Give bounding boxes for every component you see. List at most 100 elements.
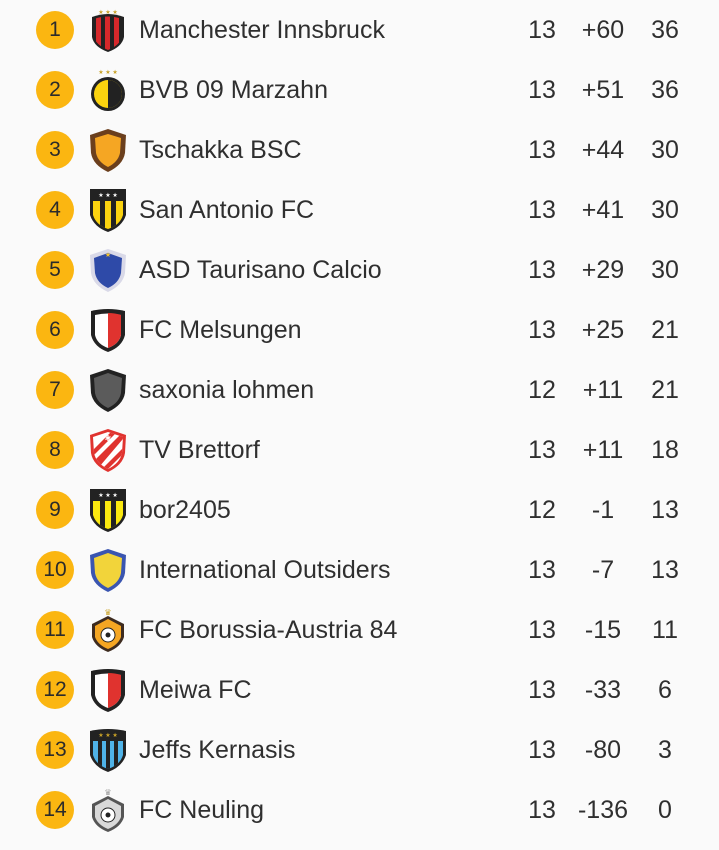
team-name[interactable]: BVB 09 Marzahn [139, 75, 328, 104]
crest-grey-ball-icon: ♛ [88, 787, 128, 833]
standings-row[interactable]: 12 Meiwa FC 13 -33 6 [0, 660, 719, 720]
crest-yellow-black-circle-icon: ★ ★ ★ [88, 67, 128, 113]
goal-difference: +51 [581, 75, 625, 104]
points: 36 [651, 75, 679, 104]
team-name[interactable]: Tschakka BSC [139, 135, 302, 164]
team-name[interactable]: Jeffs Kernasis [139, 735, 296, 764]
points: 36 [651, 15, 679, 44]
goal-difference: -136 [577, 795, 629, 824]
team-name[interactable]: saxonia lohmen [139, 375, 315, 404]
crest-yellow-black-stripes-icon: ★ ★ ★ [88, 487, 128, 533]
goal-difference: -15 [584, 615, 622, 644]
standings-row[interactable]: 7 saxonia lohmen 12 +11 21 [0, 360, 719, 420]
standings-row[interactable]: 4 ★ ★ ★ San Antonio FC 13 +41 30 [0, 180, 719, 240]
crest-red-black-stripes-icon: ★ ★ ★ [88, 7, 128, 53]
goal-difference: -80 [584, 735, 622, 764]
goal-difference: +29 [581, 255, 625, 284]
team-name[interactable]: Manchester Innsbruck [139, 15, 385, 44]
goal-difference: +11 [582, 375, 624, 404]
games-played: 13 [528, 555, 556, 584]
goal-difference: -7 [591, 555, 615, 584]
crest-blue-yellow-shield-icon [88, 547, 128, 593]
team-name[interactable]: San Antonio FC [139, 195, 315, 224]
rank-badge: 11 [36, 611, 74, 649]
svg-text:✱: ✱ [105, 434, 112, 443]
points: 30 [651, 255, 679, 284]
games-played: 13 [528, 15, 556, 44]
goal-difference: -1 [591, 495, 615, 524]
points: 11 [652, 615, 678, 644]
rank-badge: 5 [36, 251, 74, 289]
standings-row[interactable]: 11 ♛ FC Borussia-Austria 84 13 -15 11 [0, 600, 719, 660]
standings-row[interactable]: 9 ★ ★ ★ bor2405 12 -1 13 [0, 480, 719, 540]
team-name[interactable]: International Outsiders [139, 555, 391, 584]
games-played: 13 [528, 315, 556, 344]
team-name[interactable]: FC Neuling [139, 795, 265, 824]
crest-red-white-shield-icon [88, 667, 128, 713]
team-name[interactable]: TV Brettorf [139, 435, 260, 464]
team-name[interactable]: bor2405 [139, 495, 231, 524]
team-name[interactable]: ASD Taurisano Calcio [139, 255, 382, 284]
svg-text:★ ★ ★: ★ ★ ★ [98, 9, 117, 16]
games-played: 13 [528, 675, 556, 704]
standings-row[interactable]: 14 ♛ FC Neuling 13 -136 0 [0, 780, 719, 840]
crest-red-white-shield-icon [88, 307, 128, 353]
rank-badge: 7 [36, 371, 74, 409]
goal-difference: +11 [582, 435, 624, 464]
rank-badge: 6 [36, 311, 74, 349]
goal-difference: -33 [584, 675, 622, 704]
svg-text:♛: ♛ [104, 788, 111, 797]
games-played: 13 [528, 615, 556, 644]
team-name[interactable]: FC Borussia-Austria 84 [139, 615, 398, 644]
points: 3 [658, 735, 672, 764]
crest-blue-shield-icon: ★ [88, 247, 128, 293]
points: 0 [658, 795, 672, 824]
games-played: 13 [528, 255, 556, 284]
points: 21 [651, 375, 679, 404]
svg-text:★ ★ ★: ★ ★ ★ [98, 492, 117, 499]
standings-row[interactable]: 8 ✱ TV Brettorf 13 +11 18 [0, 420, 719, 480]
points: 30 [651, 195, 679, 224]
svg-text:★ ★ ★: ★ ★ ★ [98, 192, 117, 199]
rank-badge: 3 [36, 131, 74, 169]
team-name[interactable]: Meiwa FC [139, 675, 252, 704]
points: 18 [651, 435, 679, 464]
crest-brown-orange-shield-icon [88, 127, 128, 173]
svg-text:★: ★ [105, 251, 111, 259]
games-played: 12 [528, 495, 556, 524]
rank-badge: 9 [36, 491, 74, 529]
standings-row[interactable]: 10 International Outsiders 13 -7 13 [0, 540, 719, 600]
rank-badge: 14 [36, 791, 74, 829]
crest-yellow-black-stripes-icon: ★ ★ ★ [88, 187, 128, 233]
standings-row[interactable]: 6 FC Melsungen 13 +25 21 [0, 300, 719, 360]
standings-row[interactable]: 1 ★ ★ ★ Manchester Innsbruck 13 +60 36 [0, 0, 719, 60]
games-played: 13 [528, 135, 556, 164]
rank-badge: 1 [36, 11, 74, 49]
crest-orange-ball-icon: ♛ [88, 607, 128, 653]
crest-grey-shield-icon [88, 367, 128, 413]
points: 30 [651, 135, 679, 164]
crest-red-white-diagonal-icon: ✱ [88, 427, 128, 473]
points: 13 [651, 555, 679, 584]
games-played: 13 [528, 795, 556, 824]
goal-difference: +60 [581, 15, 625, 44]
crest-lightblue-black-stripes-icon: ★ ★ ★ [88, 727, 128, 773]
games-played: 13 [528, 75, 556, 104]
standings-row[interactable]: 2 ★ ★ ★ BVB 09 Marzahn 13 +51 36 [0, 60, 719, 120]
games-played: 13 [528, 195, 556, 224]
rank-badge: 10 [36, 551, 74, 589]
standings-row[interactable]: 3 Tschakka BSC 13 +44 30 [0, 120, 719, 180]
svg-text:★ ★ ★: ★ ★ ★ [98, 732, 117, 739]
goal-difference: +41 [581, 195, 625, 224]
games-played: 13 [528, 435, 556, 464]
standings-row[interactable]: 13 ★ ★ ★ Jeffs Kernasis 13 -80 3 [0, 720, 719, 780]
rank-badge: 2 [36, 71, 74, 109]
standings-row[interactable]: 5 ★ ASD Taurisano Calcio 13 +29 30 [0, 240, 719, 300]
rank-badge: 8 [36, 431, 74, 469]
svg-text:♛: ♛ [104, 608, 111, 617]
team-name[interactable]: FC Melsungen [139, 315, 302, 344]
games-played: 13 [528, 735, 556, 764]
rank-badge: 13 [36, 731, 74, 769]
goal-difference: +44 [581, 135, 625, 164]
